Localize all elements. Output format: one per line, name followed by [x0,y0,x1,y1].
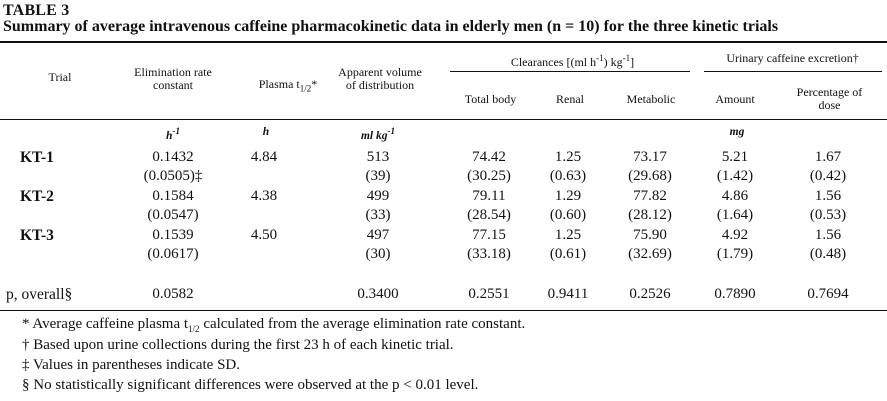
cell-elimination-rate-p-value: 0.0582 [152,286,194,302]
header-urinary-group: Urinary caffeine excretion† [726,51,859,65]
row-label-p-overall: p, overall§ [6,286,73,303]
row-label-kt3: KT-3 [20,227,54,244]
cell-metabolic-sd: (28.12) [628,207,672,223]
fn-star-sub: 1/2 [188,324,200,334]
cell-volume-mean: 513 [366,149,390,165]
header-amount: Amount [715,92,755,106]
cell-metabolic-mean: 73.17 [633,149,667,165]
cell-renal-sd: (0.60) [549,207,587,223]
cell-elimination-rate-mean: 0.1432 [152,149,194,165]
clearances-sup-b: -1 [622,53,631,63]
header-clearances-group: Clearances [(ml h-1) kg-1] [445,52,700,69]
cell-metabolic-mean: 75.90 [633,227,667,243]
cell-total-body-mean: 79.11 [472,188,506,204]
bottom-rule [0,310,887,311]
cell-plasma-half-life-mean: 4.38 [250,188,278,204]
header-trial: Trial [48,70,72,84]
header-renal: Renal [556,92,584,106]
unit-elim-text: h [166,129,173,142]
cell-total-body-mean: 74.42 [472,149,506,165]
cell-plasma-half-life-mean: 4.84 [250,149,278,165]
row-label-kt2: KT-2 [20,188,54,205]
cell-renal-sd: (0.61) [549,246,587,262]
cell-volume-mean: 497 [366,227,390,243]
cell-amount-sd: (1.79) [716,246,754,262]
plasma-half-sub: 1/2 [299,83,312,94]
table-label: TABLE 3 [3,2,70,19]
cell-percentage-mean: 1.56 [814,227,842,243]
plasma-half-text: Plasma t [258,77,300,91]
cell-elimination-rate-sd: (0.0505)‡ [143,168,203,184]
header-rule [0,119,887,120]
cell-volume-sd: (33) [365,207,391,223]
cell-renal-mean: 1.25 [554,149,582,165]
cell-amount-mean: 4.86 [721,188,749,204]
unit-plasma-half-life: h [262,126,270,138]
unit-elim-sup: -1 [172,126,180,136]
cell-percentage-sd: (0.53) [809,207,847,223]
fn-star-b: calculated from the average elimination … [199,316,526,332]
header-volume: Apparent volume of distribution [338,65,422,92]
cell-volume-sd: (30) [365,246,391,262]
clearances-text-a: Clearances [(ml h [510,55,597,69]
cell-amount-sd: (1.64) [716,207,754,223]
footnote-section: § No statistically significant differenc… [22,377,479,393]
footnote-double-dagger: ‡ Values in parentheses indicate SD. [22,357,241,373]
cell-renal-p-value: 0.9411 [547,286,589,302]
cell-volume-mean: 499 [366,188,390,204]
row-label-kt1: KT-1 [20,149,54,166]
cell-total-body-sd: (28.54) [467,207,511,223]
cell-total-body-mean: 77.15 [472,227,506,243]
footnote-star: * Average caffeine plasma t1/2 calculate… [22,316,525,334]
cell-volume-sd: (39) [365,168,391,184]
unit-elimination-rate: h-1 [138,126,208,142]
cell-total-body-sd: (30.25) [467,168,511,184]
fn-star-a: * Average caffeine plasma t [22,316,189,332]
cell-plasma-half-life-mean: 4.50 [250,227,278,243]
clearances-rule [450,71,690,72]
header-total-body: Total body [464,92,517,106]
cell-metabolic-sd: (29.68) [628,168,672,184]
cell-amount-mean: 4.92 [721,227,749,243]
top-rule [0,41,887,43]
cell-amount-mean: 5.21 [721,149,749,165]
cell-metabolic-p-value: 0.2526 [629,286,671,302]
cell-total-body-p-value: 0.2551 [468,286,510,302]
cell-percentage-sd: (0.48) [809,246,847,262]
unit-volume: ml kg-1 [343,126,413,142]
cell-metabolic-sd: (32.69) [628,246,672,262]
cell-metabolic-mean: 77.82 [633,188,667,204]
header-metabolic: Metabolic [626,92,676,106]
header-percentage: Percentage of dose [796,85,863,112]
cell-volume-p-value: 0.3400 [357,286,399,302]
cell-elimination-rate-mean: 0.1584 [152,188,194,204]
cell-percentage-mean: 1.67 [814,149,842,165]
unit-amount: mg [729,126,745,138]
urinary-rule [704,71,882,72]
cell-total-body-sd: (33.18) [467,246,511,262]
header-elimination-rate: Elimination rate constant [134,65,212,92]
cell-percentage-sd: (0.42) [809,168,847,184]
unit-volume-text: ml kg [360,129,388,142]
cell-percentage-mean: 1.56 [814,188,842,204]
clearances-sup-a: -1 [596,53,604,63]
cell-renal-sd: (0.63) [549,168,587,184]
footnote-dagger: † Based upon urine collections during th… [22,337,454,353]
cell-elimination-rate-mean: 0.1539 [152,227,194,243]
cell-amount-sd: (1.42) [716,168,754,184]
table-caption: Summary of average intravenous caffeine … [3,18,779,35]
header-plasma-half-life: Plasma t1/2* [238,78,338,95]
cell-amount-p-value: 0.7890 [714,286,756,302]
cell-elimination-rate-sd: (0.0547) [147,207,199,223]
cell-renal-mean: 1.29 [554,188,582,204]
unit-volume-sup: -1 [387,126,396,136]
plasma-half-mark: * [311,77,318,91]
cell-elimination-rate-sd: (0.0617) [147,246,199,262]
clearances-text-c: ] [630,55,635,69]
clearances-text-b: ) kg [603,55,623,69]
cell-percentage-p-value: 0.7694 [807,286,849,302]
cell-renal-mean: 1.25 [554,227,582,243]
